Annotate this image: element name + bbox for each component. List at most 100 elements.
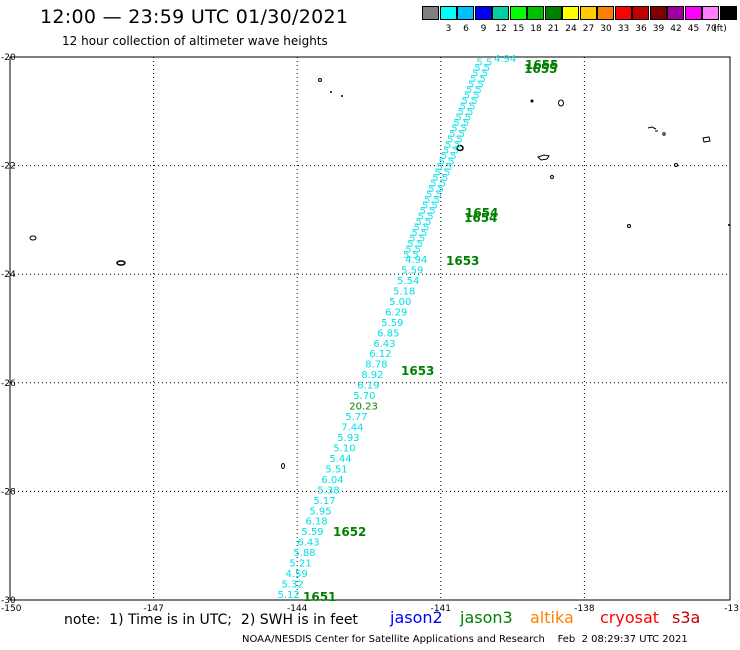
legend-swatch bbox=[544, 6, 562, 20]
legend-swatch bbox=[492, 6, 509, 20]
legend-swatch bbox=[439, 6, 457, 20]
legend-label: 6 bbox=[463, 24, 469, 34]
graticule bbox=[10, 57, 730, 600]
legend-label: 21 bbox=[547, 24, 560, 34]
legend-swatch bbox=[632, 6, 649, 20]
swh-value-label: 5.12 bbox=[277, 590, 299, 601]
lon-tick-label: -150 bbox=[1, 604, 22, 614]
legend-swatch bbox=[614, 6, 632, 20]
swh-value-label: 6.18 bbox=[305, 517, 327, 528]
legend-label: 9 bbox=[480, 24, 487, 34]
swh-value-label-dense: 5.5 bbox=[451, 124, 467, 135]
swh-value-label-dense: 5.5 bbox=[424, 195, 440, 206]
swh-value-label-dense: 5.5 bbox=[447, 135, 463, 146]
swh-value-label: 20.23 bbox=[349, 402, 378, 413]
island bbox=[728, 224, 730, 226]
swh-value-label-dense: 5.5 bbox=[439, 157, 455, 168]
swh-value-label: 5.32 bbox=[281, 580, 303, 591]
swh-value-label-dense: 5.5 bbox=[449, 129, 465, 140]
swh-value-label: 4.59 bbox=[285, 569, 307, 580]
island bbox=[558, 99, 564, 107]
swh-value-label-dense: 5.5 bbox=[457, 107, 473, 118]
swh-value-label: 5.21 bbox=[289, 559, 311, 570]
swh-value-label-dense: 5.5 bbox=[407, 239, 423, 250]
swh-value-label: 8.92 bbox=[361, 370, 383, 381]
swh-value-label-dense: 5.5 bbox=[453, 118, 469, 129]
swh-value-label: 4.94 bbox=[494, 54, 516, 65]
legend-label: 12 bbox=[495, 24, 507, 34]
swh-value-label-dense: 5.5 bbox=[403, 250, 419, 261]
island bbox=[456, 144, 464, 152]
legend-swatch bbox=[457, 6, 474, 20]
legend-label: 36 bbox=[635, 24, 647, 34]
pass-time-label: 1654 bbox=[464, 211, 497, 225]
legend-swatch bbox=[474, 6, 492, 20]
lat-tick-label: -20 bbox=[1, 53, 16, 63]
legend-swatch bbox=[667, 6, 684, 20]
swh-value-label-dense: 5.5 bbox=[411, 228, 427, 239]
satellite-altika: altika bbox=[530, 608, 574, 627]
altimeter-track: 5.125.324.595.215.886.435.596.185.955.17… bbox=[277, 54, 558, 604]
swh-value-label-dense: 5.5 bbox=[443, 146, 459, 157]
swh-value-label-dense: 5.5 bbox=[430, 179, 446, 190]
pass-time-label: 1655 bbox=[525, 58, 558, 72]
swh-value-label: 6.85 bbox=[377, 328, 399, 339]
legend-swatch bbox=[422, 6, 439, 20]
island-outlines bbox=[29, 78, 730, 469]
legend-label: 24 bbox=[565, 24, 577, 34]
map-frame bbox=[9, 56, 731, 601]
island bbox=[341, 95, 343, 97]
island bbox=[318, 78, 322, 82]
swh-value-label: 5.00 bbox=[389, 297, 411, 308]
swh-value-label-dense: 5.5 bbox=[470, 74, 486, 85]
island bbox=[29, 235, 37, 241]
swh-value-label-dense: 5.5 bbox=[460, 102, 476, 113]
island bbox=[647, 126, 658, 132]
axis-tick-labels: -20 -22 -24 -26 -28 -30-150 -147 -144 -141 -138 -1… bbox=[1, 53, 739, 614]
swh-value-label: 5.93 bbox=[337, 433, 359, 444]
swh-value-label-dense: 5.5 bbox=[472, 69, 488, 80]
lat-tick-label: -24 bbox=[1, 270, 16, 280]
swh-value-label: 5.10 bbox=[333, 443, 355, 454]
swh-value-label: 4.94 bbox=[405, 255, 427, 266]
swh-value-label: 6.04 bbox=[321, 475, 343, 486]
swh-value-label-dense: 5.5 bbox=[413, 223, 429, 234]
lon-tick-label: -147 bbox=[143, 604, 163, 614]
swh-value-label: 5.88 bbox=[293, 548, 315, 559]
swh-value-label: 5.59 bbox=[401, 265, 423, 276]
satellite-cryosat: cryosat bbox=[600, 608, 660, 627]
swh-value-label-dense: 5.5 bbox=[468, 80, 484, 91]
swh-value-label-dense: 5.5 bbox=[437, 162, 453, 173]
swh-value-label: 5.70 bbox=[353, 391, 375, 402]
island bbox=[662, 132, 666, 136]
legend-label: 33 bbox=[617, 24, 630, 34]
swh-value-label: 6.43 bbox=[297, 538, 319, 549]
swh-value-label: 5.95 bbox=[309, 506, 331, 517]
credit-line: NOAA/NESDIS Center for Satellite Applica… bbox=[242, 634, 688, 645]
satellite-s3a: s3a bbox=[672, 608, 701, 627]
swh-value-label-dense: 5.5 bbox=[416, 217, 432, 228]
swh-value-label-dense: 5.5 bbox=[426, 190, 442, 201]
legend-swatch bbox=[702, 6, 719, 20]
swh-value-label: 7.44 bbox=[341, 423, 363, 434]
legend-label: 27 bbox=[582, 24, 595, 34]
island bbox=[702, 136, 711, 143]
legend-label: 18 bbox=[530, 24, 542, 34]
pass-time-label: 1652 bbox=[333, 525, 366, 539]
pass-time-label: 1653 bbox=[446, 254, 479, 268]
legend-swatch bbox=[562, 6, 579, 20]
island bbox=[627, 224, 631, 228]
swh-value-label: 6.43 bbox=[373, 339, 395, 350]
island bbox=[330, 91, 332, 93]
legend-unit: (ft) bbox=[713, 24, 727, 34]
swh-value-label: 5.44 bbox=[329, 454, 351, 465]
pass-time-label: 1654 bbox=[465, 206, 498, 220]
legend-label: 15 bbox=[512, 24, 525, 34]
swh-value-label-dense: 5.5 bbox=[418, 212, 434, 223]
legend-label: 39 bbox=[652, 24, 665, 34]
legend-swatch bbox=[579, 6, 597, 20]
lon-tick-label: -13 bbox=[724, 604, 739, 614]
lat-tick-label: -30 bbox=[1, 596, 16, 606]
swh-value-label: 5.59 bbox=[301, 527, 323, 538]
swh-value-label: 5.77 bbox=[345, 412, 367, 423]
